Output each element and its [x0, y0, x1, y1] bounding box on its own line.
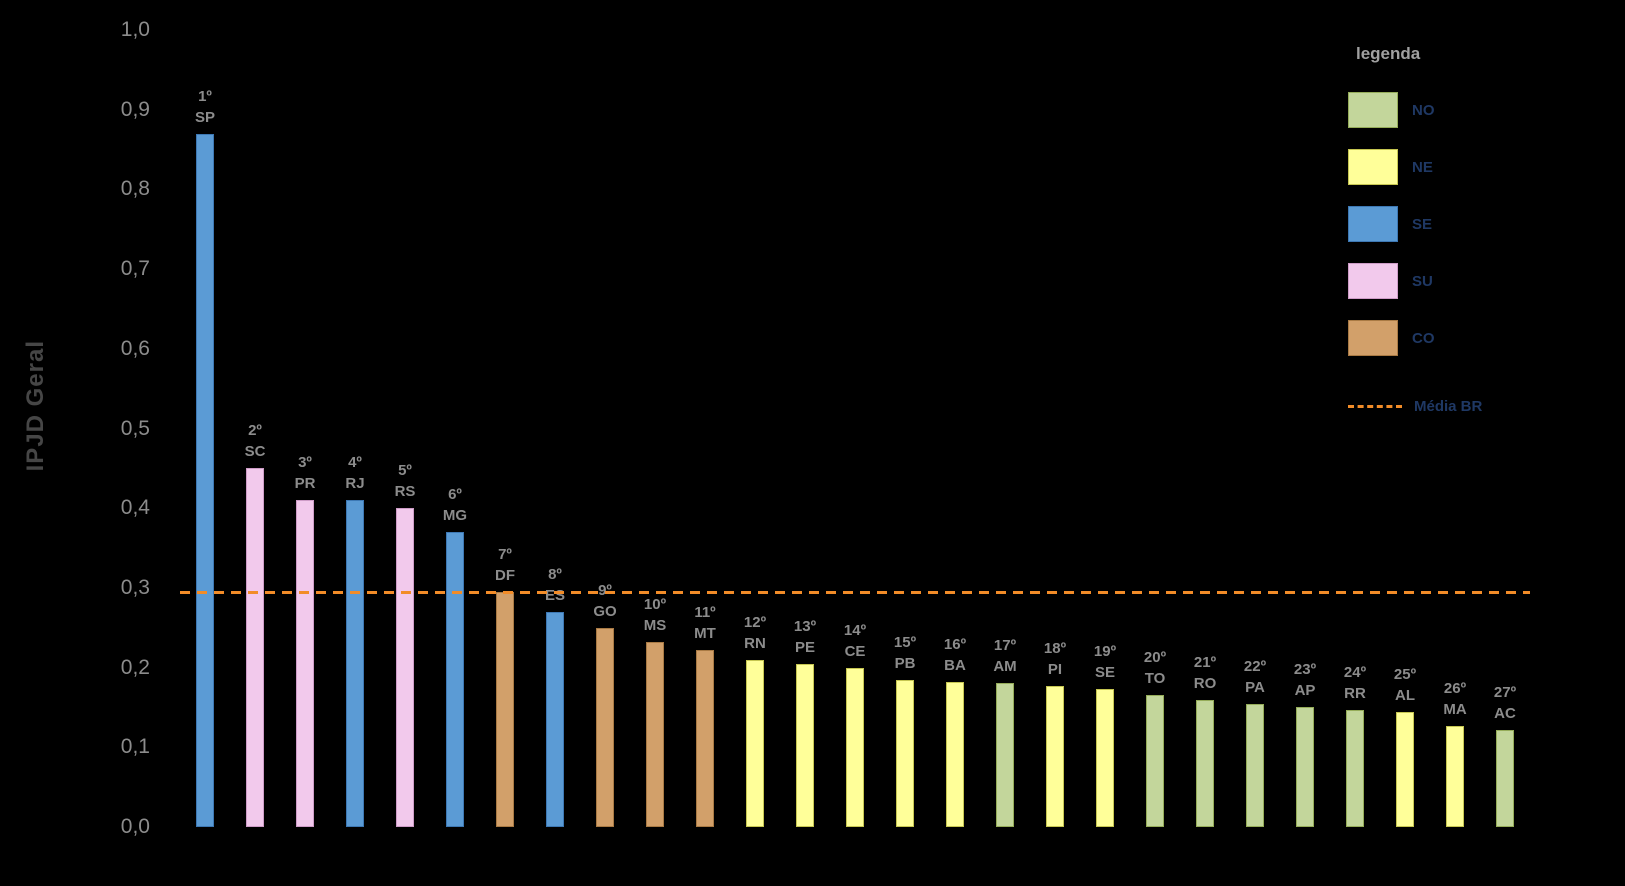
- legend-label: NE: [1412, 158, 1433, 176]
- chart-bar-to: [1146, 695, 1164, 827]
- chart-bar-sp: [196, 134, 214, 827]
- bar-label-ce: 14º CE: [843, 622, 867, 660]
- legend-reference-label: Média BR: [1414, 398, 1483, 415]
- y-axis-tick: 0,3: [120, 575, 150, 599]
- legend-swatch-se: [1348, 206, 1398, 242]
- bar-label-mg: 6º MG: [442, 486, 468, 524]
- legend-item-co: CO: [1348, 320, 1588, 356]
- legend-swatch-no: [1348, 92, 1398, 128]
- chart-bar-df: [496, 592, 514, 827]
- legend-swatch-co: [1348, 320, 1398, 356]
- legend-reference-item: Média BR: [1348, 398, 1588, 415]
- chart-bar-am: [996, 683, 1014, 827]
- chart-bar-se: [1096, 689, 1114, 827]
- y-axis-tick: 0,5: [120, 416, 150, 440]
- bar-label-pi: 18º PI: [1043, 640, 1067, 678]
- bar-label-go: 9ºGO: [593, 582, 617, 620]
- legend-label: NO: [1412, 101, 1435, 119]
- bar-label-pb: 15º PB: [893, 634, 917, 672]
- bar-label-df: 7º DF: [495, 546, 515, 584]
- y-axis: 1,0 0,9 0,8 0,7 0,6 0,5 0,4 0,3 0,2 0,1 0,0: [78, 18, 150, 838]
- chart-bar-rr: [1346, 710, 1364, 827]
- chart-bar-pr: [296, 500, 314, 827]
- bar-label-rr: 24º RR: [1343, 664, 1367, 702]
- legend-swatch-ne: [1348, 149, 1398, 185]
- chart-bar-ce: [846, 668, 864, 827]
- legend-items: NO NE SE SU CO: [1348, 92, 1588, 356]
- y-axis-title: IPJD Geral: [22, 340, 49, 472]
- bar-label-rn: 12º RN: [743, 614, 767, 652]
- reference-line-media: [180, 590, 1530, 594]
- bar-label-ro: 21º RO: [1193, 654, 1217, 692]
- legend-label: SU: [1412, 272, 1433, 290]
- chart-bar-ma: [1446, 726, 1464, 827]
- y-axis-tick: 0,9: [120, 97, 150, 121]
- y-axis-tick: 0,7: [120, 257, 150, 281]
- chart-bar-al: [1396, 712, 1414, 827]
- bar-label-pe: 13º PE: [793, 618, 817, 656]
- y-axis-tick: 0,2: [120, 655, 150, 679]
- y-axis-tick: 0,1: [120, 735, 150, 759]
- chart-bar-rj: [346, 500, 364, 827]
- plot-area: 1ºSP2ºSC3ºPR4ºRJ5ºRS6ºMG7ºDF8ºES9ºGO10ºM…: [180, 30, 1530, 827]
- chart-bar-go: [596, 628, 614, 827]
- bar-label-pr: 3º PR: [294, 454, 316, 492]
- legend-item-ne: NE: [1348, 149, 1588, 185]
- legend-label: SE: [1412, 215, 1433, 233]
- chart-bar-ro: [1196, 700, 1214, 827]
- bar-label-to: 20º TO: [1143, 649, 1167, 687]
- bar-label-sp: 1º SP: [194, 88, 215, 126]
- y-axis-tick: 0,6: [120, 336, 150, 360]
- legend-title: legenda: [1356, 44, 1421, 63]
- bar-label-ap: 23º AP: [1293, 661, 1317, 699]
- y-axis-tick: 0,8: [120, 177, 150, 201]
- bar-label-se: 19º SE: [1093, 643, 1117, 681]
- legend-swatch-su: [1348, 263, 1398, 299]
- chart-bar-ms: [646, 642, 664, 827]
- legend-label: CO: [1412, 329, 1435, 347]
- bar-label-ba: 16º BA: [943, 636, 967, 674]
- chart-bar-mt: [696, 650, 714, 827]
- chart-bar-ba: [946, 682, 964, 827]
- chart-bar-rs: [396, 508, 414, 827]
- chart-bar-mg: [446, 532, 464, 827]
- chart-bar-es: [546, 612, 564, 827]
- bar-label-pa: 22º PA: [1243, 658, 1267, 696]
- y-axis-tick: 0,0: [120, 815, 150, 838]
- chart-bar-pi: [1046, 686, 1064, 827]
- bar-label-ma: 26º MA: [1443, 680, 1467, 718]
- bar-label-al: 25º AL: [1393, 666, 1417, 704]
- bar-label-rs: 5º RS: [394, 462, 416, 500]
- chart-bar-sc: [246, 468, 264, 827]
- chart-bar-pb: [896, 680, 914, 827]
- chart-bar-ap: [1296, 707, 1314, 827]
- legend-item-se: SE: [1348, 206, 1588, 242]
- y-axis-tick: 0,4: [120, 496, 150, 520]
- bar-label-am: 17º AM: [993, 637, 1017, 675]
- dashed-line-swatch: [1348, 405, 1402, 408]
- bar-label-sc: 2º SC: [244, 422, 266, 460]
- chart-bar-rn: [746, 660, 764, 827]
- chart-bar-ac: [1496, 730, 1514, 827]
- bar-label-ac: 27º AC: [1493, 684, 1517, 722]
- chart-bar-pa: [1246, 704, 1264, 827]
- legend-item-no: NO: [1348, 92, 1588, 128]
- legend-item-su: SU: [1348, 263, 1588, 299]
- bar-label-mt: 11º MT: [694, 604, 716, 642]
- chart-bar-pe: [796, 664, 814, 827]
- bar-label-ms: 10º MS: [643, 596, 667, 634]
- legend: legenda NO NE SE SU CO Média BR: [1348, 44, 1588, 415]
- y-axis-tick: 1,0: [120, 18, 150, 41]
- bar-label-rj: 4º RJ: [345, 454, 365, 492]
